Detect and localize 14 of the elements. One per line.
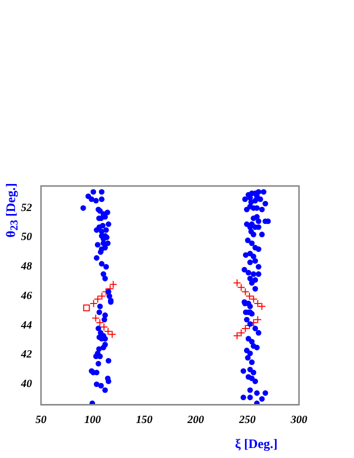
x-tick-label: 100: [84, 414, 102, 426]
y-tick-label: 40: [20, 378, 32, 390]
y-tick-label: 52: [21, 202, 32, 214]
y-tick-label: 44: [20, 319, 32, 332]
x-axis-title: ξ [Deg.]: [235, 436, 278, 452]
x-tick-label: 250: [238, 414, 256, 426]
x-tick-label: 50: [36, 414, 47, 426]
y-tick-label: 42: [20, 348, 32, 361]
y-tick-label: 46: [20, 290, 32, 302]
y-tick-label: 48: [20, 260, 32, 273]
x-tick-label: 200: [186, 414, 205, 426]
y-tick-label: 50: [21, 231, 32, 244]
x-tick-label: 150: [136, 414, 153, 426]
x-tick-label: 300: [290, 414, 308, 426]
